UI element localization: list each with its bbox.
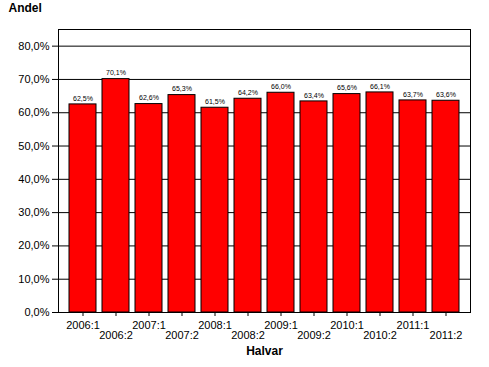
svg-text:2008:2: 2008:2 — [231, 329, 265, 341]
svg-text:60,0%: 60,0% — [18, 106, 49, 118]
svg-text:65,3%: 65,3% — [172, 85, 192, 92]
svg-text:2011:1: 2011:1 — [397, 319, 430, 331]
svg-text:62,6%: 62,6% — [139, 94, 159, 101]
svg-text:63,7%: 63,7% — [403, 91, 423, 98]
svg-text:61,5%: 61,5% — [205, 98, 225, 105]
svg-text:2007:2: 2007:2 — [165, 329, 199, 341]
svg-text:Halvar: Halvar — [246, 344, 283, 358]
svg-text:63,6%: 63,6% — [436, 91, 456, 98]
svg-text:80,0%: 80,0% — [18, 40, 49, 52]
svg-text:2007:1: 2007:1 — [132, 319, 166, 331]
svg-text:2006:1: 2006:1 — [66, 319, 100, 331]
svg-text:20,0%: 20,0% — [18, 239, 49, 251]
svg-text:Andel: Andel — [9, 1, 42, 15]
svg-text:65,6%: 65,6% — [337, 84, 357, 91]
svg-text:40,0%: 40,0% — [18, 173, 49, 185]
svg-text:62,5%: 62,5% — [73, 95, 93, 102]
svg-text:2009:1: 2009:1 — [264, 319, 298, 331]
svg-text:2010:2: 2010:2 — [363, 329, 397, 341]
svg-text:0,0%: 0,0% — [24, 306, 49, 318]
svg-text:64,2%: 64,2% — [238, 89, 258, 96]
svg-text:30,0%: 30,0% — [18, 206, 49, 218]
svg-text:2008:1: 2008:1 — [198, 319, 232, 331]
svg-text:50,0%: 50,0% — [18, 140, 49, 152]
svg-text:66,1%: 66,1% — [370, 83, 390, 90]
svg-text:2009:2: 2009:2 — [297, 329, 331, 341]
svg-text:70,0%: 70,0% — [18, 73, 49, 85]
svg-text:63,4%: 63,4% — [304, 92, 324, 99]
svg-text:2011:2: 2011:2 — [430, 329, 463, 341]
svg-text:66,0%: 66,0% — [271, 83, 291, 90]
svg-text:70,1%: 70,1% — [106, 69, 126, 76]
svg-text:2006:2: 2006:2 — [99, 329, 133, 341]
svg-text:10,0%: 10,0% — [18, 273, 49, 285]
svg-text:2010:1: 2010:1 — [330, 319, 364, 331]
